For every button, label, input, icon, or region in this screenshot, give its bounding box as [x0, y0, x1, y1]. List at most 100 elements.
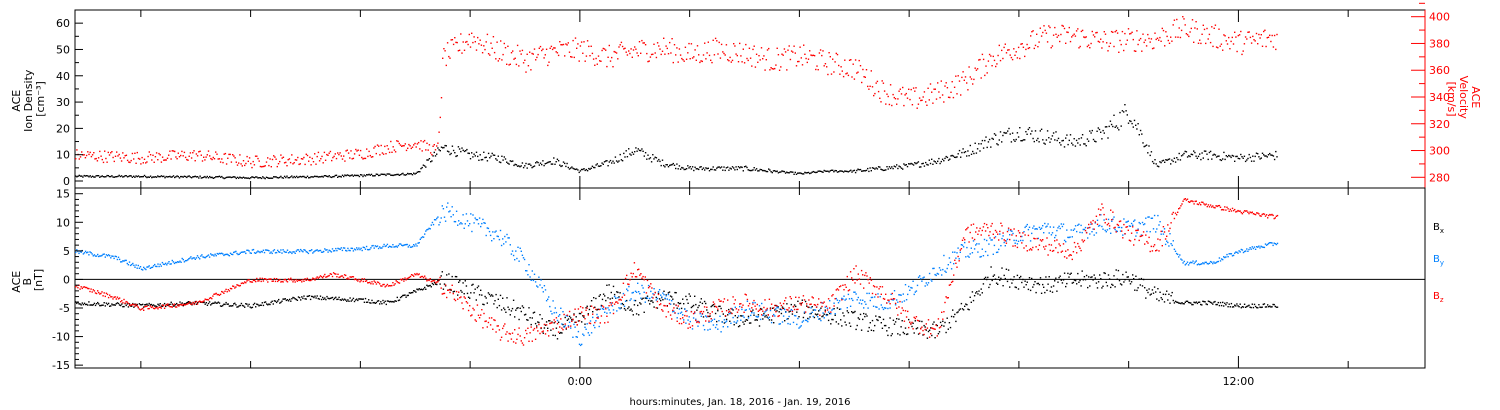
density-velocity-point [341, 158, 344, 160]
field-point [594, 321, 596, 324]
field-point [480, 225, 482, 228]
density-velocity-point [420, 167, 422, 170]
density-velocity-point [560, 165, 562, 168]
field-point [407, 277, 409, 279]
field-point [483, 312, 485, 315]
density-velocity-point [874, 168, 876, 170]
density-velocity-point [137, 175, 140, 177]
field-point [466, 302, 469, 304]
density-velocity-point [392, 146, 394, 148]
field-point [174, 261, 177, 264]
density-velocity-point [1098, 41, 1101, 43]
field-point [1035, 291, 1037, 294]
density-velocity-point [288, 177, 291, 179]
density-velocity-point [678, 165, 681, 167]
field-point [305, 250, 307, 253]
field-point [430, 224, 432, 226]
field-point [843, 315, 845, 317]
density-velocity-point [353, 174, 356, 176]
field-point [1122, 234, 1124, 236]
field-point [92, 255, 94, 257]
field-point [700, 298, 702, 300]
density-velocity-point [432, 155, 434, 157]
density-velocity-point [819, 170, 822, 172]
field-point [506, 297, 508, 299]
density-velocity-point [862, 170, 864, 172]
field-point [467, 309, 470, 312]
density-velocity-point [769, 169, 771, 171]
field-point [724, 315, 727, 317]
density-velocity-point [136, 175, 138, 178]
density-velocity-point [192, 152, 194, 154]
field-point [433, 219, 436, 221]
density-velocity-point [450, 39, 452, 41]
density-velocity-point [771, 68, 773, 70]
density-velocity-point [317, 176, 320, 178]
field-point [244, 306, 246, 308]
field-point [1125, 221, 1127, 223]
density-velocity-point [673, 164, 676, 166]
field-point [1115, 269, 1117, 271]
density-velocity-point [407, 172, 409, 175]
density-velocity-point [300, 158, 303, 160]
field-point [398, 243, 401, 245]
field-point [935, 274, 937, 277]
field-point [885, 307, 887, 309]
field-point [939, 269, 942, 271]
density-velocity-point [151, 159, 153, 161]
field-point [223, 254, 225, 257]
field-point [1135, 275, 1137, 277]
field-point [517, 333, 519, 336]
field-point [829, 300, 831, 302]
density-velocity-point [867, 85, 869, 88]
density-velocity-point [1211, 158, 1213, 160]
density-velocity-point [1246, 159, 1248, 161]
density-velocity-point [896, 164, 898, 166]
field-point [943, 325, 945, 327]
density-velocity-point [1230, 156, 1232, 159]
field-point [462, 282, 464, 284]
field-point [241, 304, 244, 307]
field-point [191, 304, 193, 306]
field-point [264, 278, 267, 280]
field-point [1134, 219, 1136, 221]
field-point [606, 315, 608, 317]
density-velocity-point [378, 145, 380, 147]
field-point [435, 283, 437, 285]
density-velocity-point [87, 151, 89, 153]
field-point [287, 300, 290, 302]
density-velocity-point [267, 177, 269, 179]
density-velocity-point [1205, 150, 1207, 152]
density-velocity-point [334, 174, 336, 177]
density-velocity-point [958, 149, 961, 152]
density-velocity-point [602, 47, 604, 50]
field-point [1044, 291, 1046, 294]
density-velocity-point [952, 96, 955, 99]
density-velocity-point [757, 61, 759, 63]
field-series-bz [75, 198, 1279, 346]
density-velocity-point [314, 175, 316, 177]
field-point [512, 299, 515, 301]
field-point [1215, 303, 1217, 306]
field-point [457, 294, 459, 296]
field-point [698, 320, 700, 323]
field-point [180, 261, 182, 263]
field-point [1089, 233, 1091, 235]
density-velocity-point [663, 37, 665, 39]
field-point [914, 320, 916, 322]
density-velocity-point [935, 162, 938, 164]
density-velocity-point [815, 68, 817, 71]
density-velocity-point [984, 74, 986, 77]
field-point [181, 257, 183, 260]
field-point [1139, 284, 1141, 286]
field-point [706, 309, 708, 311]
field-point [549, 320, 551, 322]
field-point [633, 304, 636, 306]
density-velocity-point [1108, 45, 1110, 48]
density-velocity-point [746, 166, 748, 169]
field-point [155, 305, 157, 307]
density-velocity-point [684, 168, 687, 171]
density-velocity-point [993, 133, 996, 135]
density-velocity-point [925, 161, 927, 164]
field-point [825, 314, 828, 317]
